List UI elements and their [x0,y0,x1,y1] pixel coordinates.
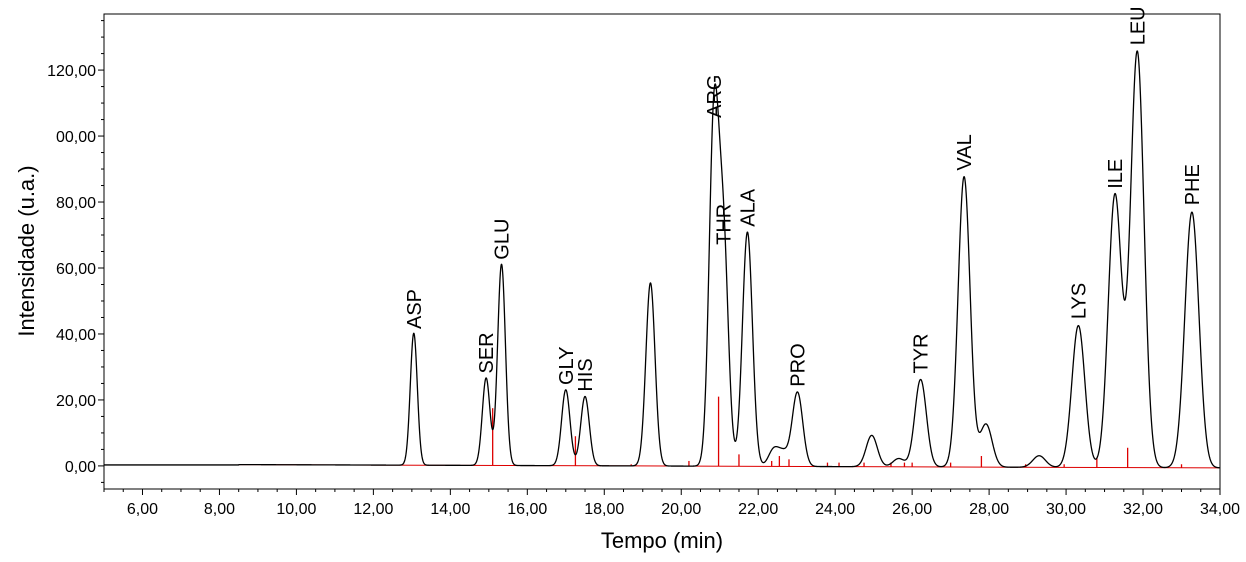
x-tick-label: 32,00 [1123,501,1163,518]
x-tick-label: 6,00 [127,501,158,518]
x-tick-label: 20,00 [661,501,701,518]
x-tick-label: 34,00 [1200,501,1240,518]
x-axis: 6,00 8,00 10,00 12,00 14,00 16,00 18,00 20,00 22… [103,489,1240,518]
x-tick-label: 12,00 [353,501,393,518]
peak-label-gly: GLY [556,346,578,385]
x-tick-label: 24,00 [815,501,855,518]
peak-label-asp: ASP [404,289,426,329]
peak-label-arg: ARG [704,75,726,118]
y-tick-label: 120,00 [47,63,96,80]
peak-label-glu: GLU [492,219,514,260]
x-tick-label: 30,00 [1046,501,1086,518]
plot-frame [103,13,1221,490]
x-tick-label: 22,00 [738,501,778,518]
peak-label-ile: ILE [1105,159,1127,189]
peak-label-tyr: TYR [911,334,933,374]
peak-label-pro: PRO [788,343,810,386]
y-tick-label: 0,00 [65,459,96,476]
peak-label-ala: ALA [737,188,759,226]
x-tick-label: 18,00 [584,501,624,518]
peak-label-his: HIS [575,358,597,391]
peak-label-leu: LEU [1127,6,1149,45]
x-tick-label: 16,00 [507,501,547,518]
integration-marks [492,396,1183,468]
y-tick-label: 40,00 [56,327,96,344]
y-axis-title: Intensidade (u.a.) [14,165,39,336]
x-tick-label: 10,00 [276,501,316,518]
x-tick-label: 14,00 [430,501,470,518]
y-axis: 0,00 20,00 40,00 60,00 80,00 00,00 120,00 [47,20,104,483]
peak-label-thr: THR [714,204,736,245]
chromatogram-trace [103,50,1221,469]
peak-label-val: VAL [954,134,976,170]
y-tick-label: 60,00 [56,261,96,278]
x-axis-title: Tempo (min) [601,528,723,553]
peak-label-ser: SER [476,332,498,373]
peak-label-phe: PHE [1182,164,1204,205]
x-tick-label: 26,00 [892,501,932,518]
peak-label-lys: LYS [1068,283,1090,319]
y-tick-label: 20,00 [56,393,96,410]
x-tick-label: 8,00 [204,501,235,518]
x-tick-label: 28,00 [969,501,1009,518]
y-tick-label: 80,00 [56,195,96,212]
y-tick-label: 00,00 [56,129,96,146]
